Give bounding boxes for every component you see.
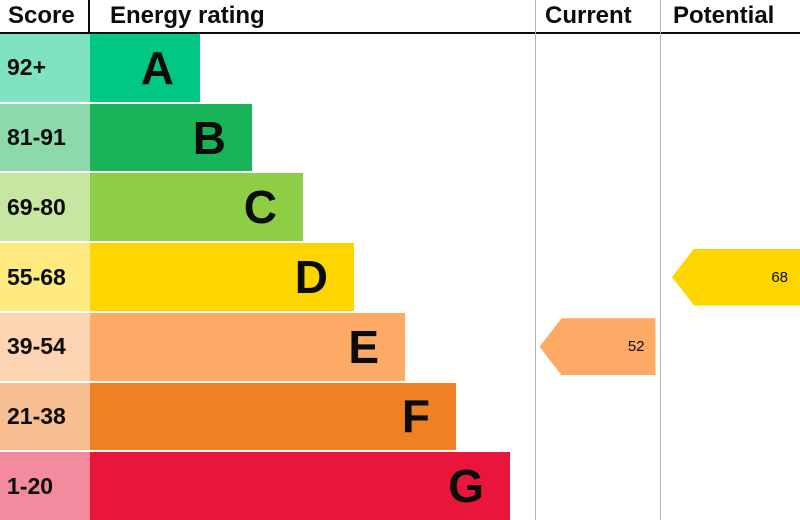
rating-bar: F [90,382,456,451]
rating-bar: D [90,243,354,311]
chart-header: Score Energy rating Current Potential [0,0,800,34]
band-row-d: 55-68 D 68 [0,243,800,311]
rating-letter: B [192,111,226,164]
potential-cell: 68 [660,243,800,311]
score-range: 39-54 [0,312,90,381]
potential-cell [660,383,800,451]
current-column-divider [535,0,536,520]
band-row-a: 92+ A [0,34,800,102]
score-column-divider [88,0,90,34]
potential-cell [660,313,800,381]
current-cell [535,243,660,311]
band-row-f: 21-38 F [0,382,800,451]
band-row-g: 1-20 G [0,452,800,520]
rating-bar-area: B [90,103,535,172]
rating-letter: D [294,251,328,304]
rating-bar: E [90,312,405,381]
rating-bar: B [90,103,252,172]
potential-cell [660,34,800,102]
bands-body: 92+ A 81-91 B 69-80 C [0,34,800,520]
rating-bar-area: D [90,243,535,311]
band-row-c: 69-80 C [0,173,800,242]
potential-cell [660,104,800,172]
rating-bar-area: F [90,382,535,451]
rating-bar-area: A [90,34,535,102]
score-range: 69-80 [0,173,90,242]
rating-bar-area: G [90,452,535,520]
rating-letter: E [348,320,379,373]
score-range: 21-38 [0,382,90,451]
current-cell [535,34,660,102]
score-range: 55-68 [0,243,90,311]
band-row-e: 39-54 E 52 [0,312,800,381]
energy-rating-column-header: Energy rating [110,2,265,29]
current-cell [535,383,660,451]
rating-bar-area: E [90,312,535,381]
potential-column-divider [660,0,661,520]
rating-bar: C [90,173,303,242]
current-cell [535,173,660,241]
score-range: 1-20 [0,452,90,520]
score-column-header: Score [8,2,75,29]
rating-letter: A [140,41,174,94]
potential-column-header: Potential [673,2,775,29]
score-range: 92+ [0,34,90,102]
current-cell [535,452,660,520]
rating-letter: F [401,390,430,443]
rating-bar: A [90,34,200,102]
rating-bar-area: C [90,173,535,242]
rating-letter: G [448,460,484,513]
potential-arrow: 68 [672,248,800,306]
score-range: 81-91 [0,103,90,172]
potential-cell [660,452,800,520]
current-arrow-value: 52 [627,338,645,356]
rating-bar: G [90,452,510,520]
band-row-b: 81-91 B [0,103,800,172]
potential-cell [660,173,800,241]
current-column-header: Current [545,2,632,29]
current-arrow: 52 [539,318,656,376]
current-cell [535,104,660,172]
current-cell: 52 [535,313,660,381]
rating-letter: C [243,181,277,234]
potential-arrow-value: 68 [771,268,788,286]
